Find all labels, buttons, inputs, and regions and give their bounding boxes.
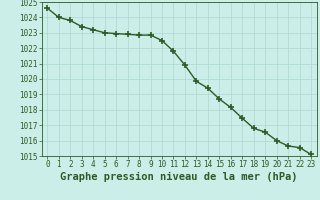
X-axis label: Graphe pression niveau de la mer (hPa): Graphe pression niveau de la mer (hPa) <box>60 172 298 182</box>
